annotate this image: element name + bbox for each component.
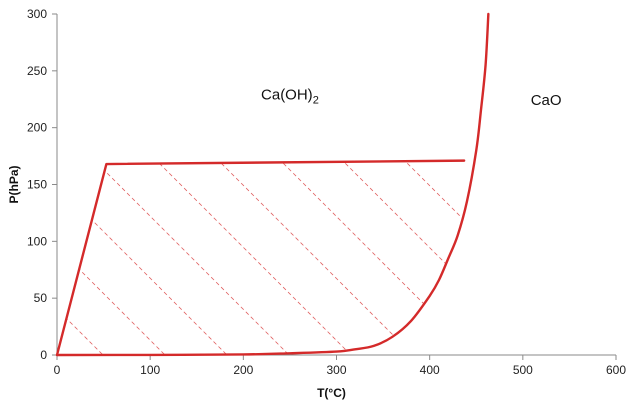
hatch-line	[57, 160, 467, 355]
hatch-line	[57, 160, 417, 355]
x-tick-label-500: 500	[513, 363, 533, 377]
x-axis-ticks: 0 100 200 300 400 500 600	[54, 355, 626, 377]
y-axis-ticks: 0 50 100 150 200 250 300	[27, 7, 57, 362]
x-tick-label-100: 100	[140, 363, 160, 377]
region-label-cao: CaO	[531, 92, 562, 109]
x-tick-label-400: 400	[420, 363, 440, 377]
x-tick-label-0: 0	[54, 363, 61, 377]
y-tick-label-100: 100	[27, 234, 47, 248]
hatch-line	[57, 160, 293, 355]
x-tick-label-300: 300	[326, 363, 346, 377]
hatched-region-upper-boundary	[55, 159, 466, 357]
y-tick-label-0: 0	[40, 348, 47, 362]
hatch-line	[57, 160, 355, 355]
hatch-line	[616, 0, 632, 405]
y-tick-label-150: 150	[27, 178, 47, 192]
x-tick-label-600: 600	[606, 363, 626, 377]
hatch-line	[119, 160, 467, 355]
hatch-line	[367, 160, 467, 355]
y-tick-label-250: 250	[27, 64, 47, 78]
hatch-line	[57, 160, 231, 355]
hatch-line	[305, 160, 467, 355]
hatch-line	[554, 0, 632, 405]
hatch-line	[57, 160, 169, 355]
y-tick-label-300: 300	[27, 7, 47, 21]
x-tick-label-200: 200	[233, 363, 253, 377]
x-axis-title: T(°C)	[317, 386, 346, 400]
hatch-line	[243, 160, 467, 355]
hatch-line	[429, 160, 467, 355]
region-label-caoh2: Ca(OH)2	[261, 86, 319, 106]
equilibrium-curve	[55, 12, 490, 357]
y-tick-label-50: 50	[34, 291, 48, 305]
y-tick-label-200: 200	[27, 121, 47, 135]
hatch-line	[181, 160, 467, 355]
hatch-line	[492, 0, 632, 405]
y-axis-title: P(hPa)	[7, 165, 21, 203]
